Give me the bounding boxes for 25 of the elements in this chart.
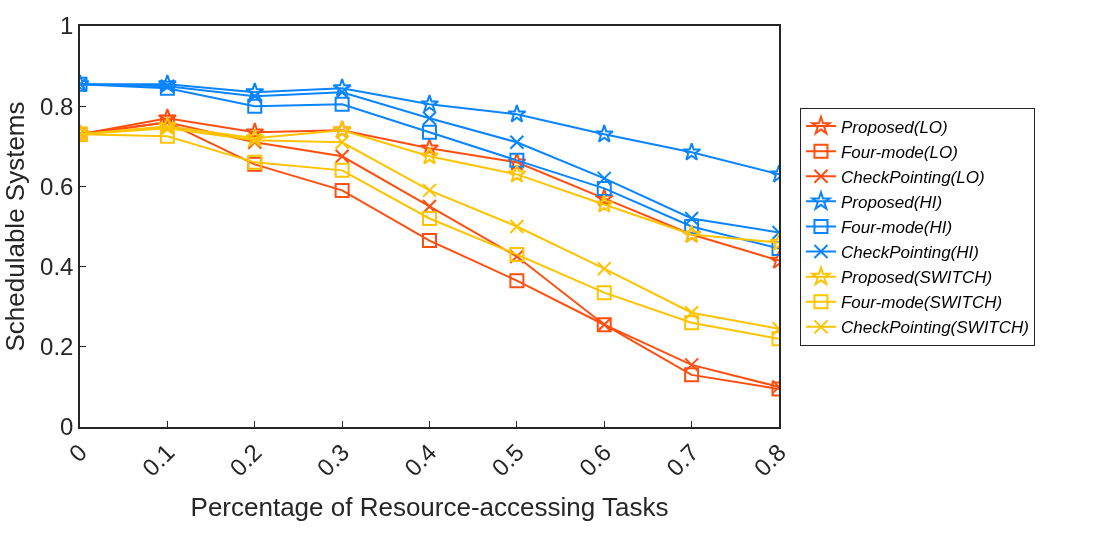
x-tick-label: 0.2: [224, 438, 267, 482]
x-tick-label: 0.1: [136, 438, 180, 482]
legend-label: Proposed(SWITCH): [840, 268, 993, 288]
y-tick-label: 0.2: [40, 333, 74, 361]
legend-label: Four-mode(SWITCH): [840, 293, 1003, 313]
y-axis-title: Schedulable Systems: [0, 101, 30, 352]
legend-label: Proposed(LO): [840, 117, 948, 137]
legend-label: CheckPointing(HI): [840, 243, 979, 263]
y-tick-label: 0.8: [40, 92, 74, 120]
legend-label: CheckPointing(LO): [840, 167, 985, 187]
y-tick-label: 1: [60, 12, 74, 40]
legend-label: CheckPointing(SWITCH): [840, 318, 1029, 338]
y-tick-label: 0.4: [40, 253, 74, 280]
x-tick-label: 0.3: [311, 438, 355, 482]
x-tick-label: 0.4: [398, 438, 442, 482]
legend-label: Proposed(HI): [840, 192, 943, 212]
legend-label: Four-mode(LO): [840, 142, 958, 162]
y-tick-label: 0: [60, 413, 74, 441]
x-axis-title: Percentage of Resource-accessing Tasks: [190, 491, 669, 522]
x-tick-label: 0.5: [486, 438, 529, 482]
x-tick-label: 0.8: [748, 438, 792, 482]
x-tick-label: 0.7: [660, 438, 704, 482]
legend-label: Four-mode(HI): [840, 218, 953, 238]
x-tick-label: 0.6: [573, 438, 617, 482]
y-tick-label: 0.6: [40, 172, 74, 200]
